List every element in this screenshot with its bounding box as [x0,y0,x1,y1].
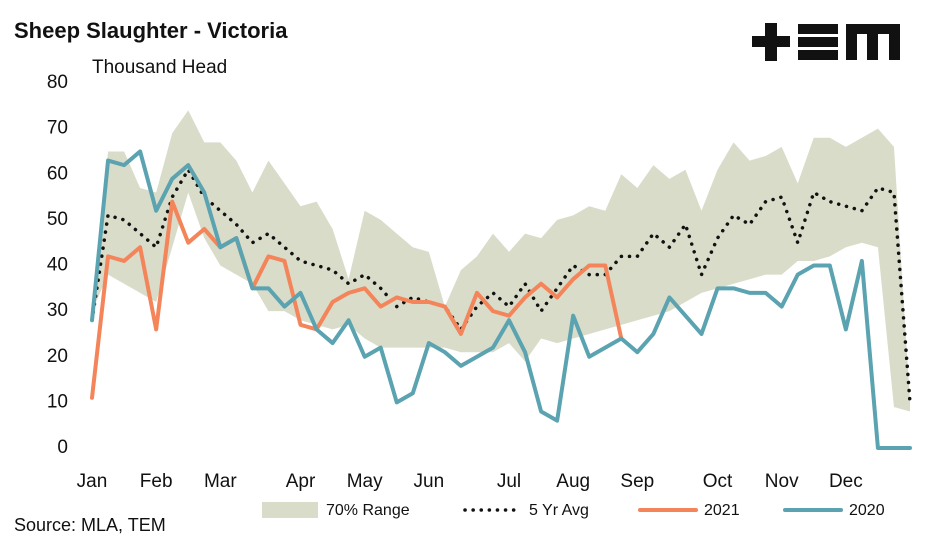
x-tick-label: Dec [829,471,863,492]
legend-label: 70% Range [326,502,410,519]
series-line [90,199,624,400]
y-tick-label: 30 [47,300,68,321]
y-tick-label: 40 [47,255,68,276]
x-tick-label: Sep [620,471,654,492]
series-line [90,149,912,450]
y-tick-label: 10 [47,391,68,412]
legend-label: 2021 [704,502,740,519]
x-tick-label: Feb [140,471,173,492]
y-tick-label: 60 [47,163,68,184]
x-tick-label: Oct [703,471,733,492]
y-tick-label: 0 [57,437,68,458]
series-line [90,167,912,405]
source: Source: MLA, TEM [14,515,166,535]
x-tick-label: Mar [204,471,237,492]
y-axis-label: Thousand Head [92,57,227,78]
legend-label: 2020 [849,502,885,519]
x-tick-label: May [347,471,383,492]
range-band [92,110,910,412]
y-tick-label: 20 [47,346,68,367]
x-tick-label: Jan [77,471,108,492]
y-tick-label: 70 [47,118,68,139]
y-tick-label: 80 [47,72,68,93]
chart-title: Sheep Slaughter - Victoria [14,18,288,43]
x-tick-label: Apr [286,471,316,492]
x-tick-label: Jul [497,471,521,492]
x-tick-label: Nov [765,471,799,492]
legend-label: 5 Yr Avg [529,502,589,519]
x-tick-label: Aug [556,471,590,492]
y-tick-label: 50 [47,209,68,230]
legend-swatch [262,502,318,518]
x-tick-label: Jun [414,471,445,492]
logo [752,23,900,61]
